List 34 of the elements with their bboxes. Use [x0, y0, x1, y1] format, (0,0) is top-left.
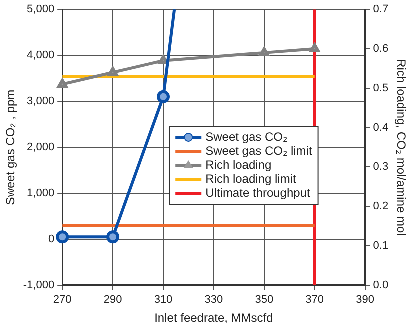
- legend-label: Ultimate throughput: [206, 186, 311, 200]
- point: [158, 55, 168, 64]
- y-tick-label: 4,000: [27, 50, 55, 62]
- y-tick-label: -1,000: [23, 279, 55, 292]
- point: [259, 47, 270, 56]
- x-tick-label: 350: [255, 294, 274, 306]
- legend-label: Sweet gas CO₂ limit: [206, 144, 313, 158]
- legend-label: Rich loading: [206, 158, 272, 172]
- y-axis-title: Sweet gas CO₂ , ppm: [4, 90, 18, 206]
- y-tick-label: 0: [48, 233, 55, 246]
- y2-axis-title: Rich loading, CO₂ mol/amine mol: [394, 59, 408, 236]
- legend-label: Sweet gas CO₂: [206, 130, 288, 144]
- y2-tick-label: 0.2: [373, 200, 389, 213]
- y2-tick-label: 0.5: [373, 82, 389, 94]
- y-tick-label: 2,000: [27, 142, 55, 154]
- y2-tick-label: 0.1: [373, 240, 389, 252]
- x-tick-label: 390: [356, 294, 374, 306]
- x-axis-title: Inlet feedrate, MMscfd: [154, 311, 274, 326]
- y2-tick-label: 0.7: [373, 4, 389, 16]
- x-tick-label: 290: [104, 294, 122, 306]
- y2-tick-label: 0.6: [373, 43, 389, 56]
- y-tick-label: 1,000: [27, 188, 55, 200]
- y-tick-label: 5,000: [27, 4, 55, 16]
- point: [108, 67, 118, 76]
- legend-label: Rich loading limit: [206, 172, 297, 186]
- y2-tick-label: 0.4: [373, 122, 389, 134]
- x-tick-label: 270: [53, 294, 72, 306]
- y2-tick-label: 0.0: [373, 279, 389, 292]
- y2-tick-label: 0.3: [373, 161, 389, 174]
- x-tick-label: 330: [204, 294, 224, 306]
- x-tick-label: 310: [154, 294, 173, 306]
- x-tick-label: 370: [306, 294, 324, 306]
- point: [310, 44, 320, 52]
- y-tick-label: 3,000: [27, 96, 55, 108]
